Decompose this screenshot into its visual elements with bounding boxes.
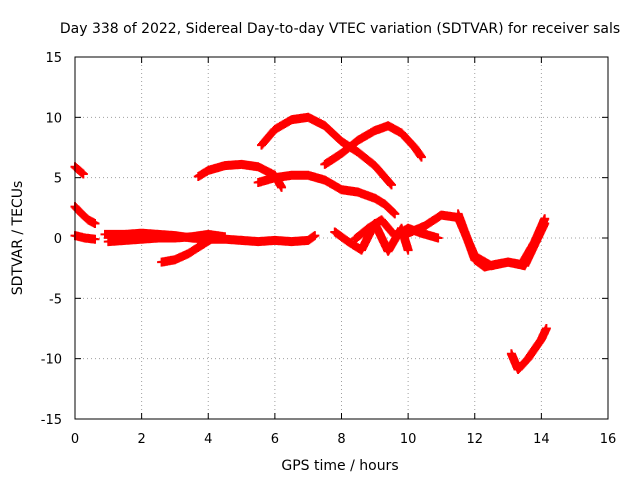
x-axis-label: GPS time / hours — [281, 458, 398, 474]
x-tick-label: 10 — [400, 432, 417, 447]
data-point-markers — [157, 232, 220, 267]
series-arc-11 — [320, 121, 426, 169]
data-point-markers — [506, 324, 551, 374]
x-tick-label: 6 — [271, 432, 279, 447]
y-tick-label: -15 — [41, 413, 62, 428]
y-tick-label: 15 — [45, 51, 62, 66]
y-tick-label: 10 — [45, 111, 62, 126]
x-tick-label: 16 — [600, 432, 617, 447]
x-tick-label: 12 — [466, 432, 483, 447]
series-arc-6 — [237, 231, 320, 247]
series-arc-3 — [70, 231, 100, 244]
series-arc-16 — [506, 324, 551, 374]
data-point-markers — [70, 162, 88, 179]
data-point-markers — [320, 121, 426, 169]
series-arc-9 — [253, 170, 400, 219]
y-tick-label: 0 — [54, 232, 62, 247]
data-point-markers — [70, 202, 100, 229]
data-point-markers — [70, 231, 100, 244]
data-point-markers — [453, 209, 550, 272]
x-tick-label: 2 — [137, 432, 145, 447]
y-tick-label: -5 — [49, 292, 62, 307]
y-tick-label: -10 — [41, 353, 62, 368]
series-arc-15 — [453, 209, 550, 272]
plot-frame — [74, 56, 609, 420]
data-point-markers — [237, 231, 320, 247]
series-arc-2 — [70, 202, 100, 229]
axis-ticks: 0 2 4 6 8 10 12 14 16 -15 -10 -5 0 5 10 15 — [41, 51, 617, 447]
x-tick-label: 0 — [71, 432, 79, 447]
x-tick-label: 14 — [533, 432, 550, 447]
series-arc-1 — [70, 162, 88, 179]
y-tick-label: 5 — [54, 172, 62, 187]
data-points — [70, 112, 551, 374]
chart-title: Day 338 of 2022, Sidereal Day-to-day VTE… — [60, 21, 620, 37]
x-tick-label: 8 — [337, 432, 345, 447]
x-tick-label: 4 — [204, 432, 212, 447]
y-axis-label: SDTVAR / TECUs — [10, 181, 26, 296]
series-arc-7 — [157, 232, 220, 267]
data-point-markers — [253, 170, 400, 219]
